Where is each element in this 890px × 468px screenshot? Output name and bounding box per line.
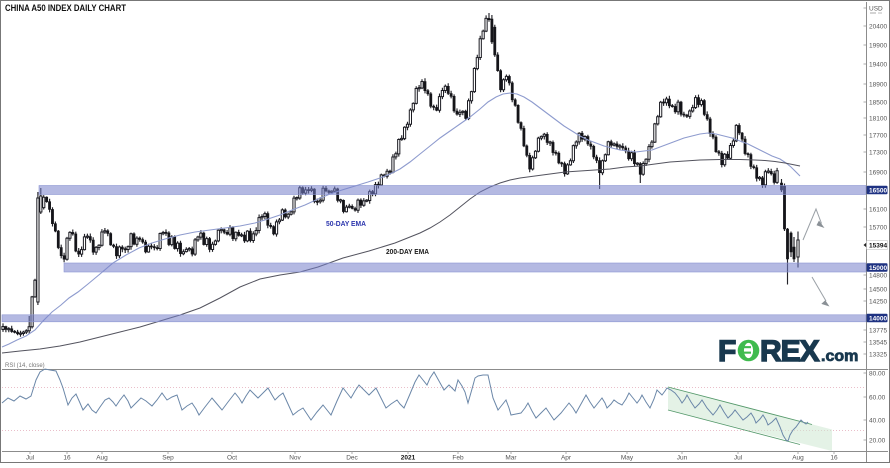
- svg-text:2021: 2021: [401, 455, 416, 462]
- svg-text:18100: 18100: [869, 115, 887, 122]
- svg-text:Sep: Sep: [162, 455, 174, 462]
- svg-text:13775: 13775: [869, 327, 887, 334]
- svg-text:20.00: 20.00: [869, 437, 886, 444]
- svg-text:14800: 14800: [869, 272, 887, 279]
- svg-text:Mar: Mar: [505, 455, 517, 462]
- svg-text:Aug: Aug: [96, 455, 108, 462]
- svg-text:RSI (14, close): RSI (14, close): [5, 363, 45, 369]
- svg-text:13325: 13325: [869, 351, 887, 358]
- svg-text:Aug: Aug: [792, 455, 804, 462]
- svg-text:CHINA A50 INDEX DAILY CHART: CHINA A50 INDEX DAILY CHART: [5, 3, 126, 13]
- svg-text:Jul: Jul: [26, 455, 35, 462]
- svg-text:Apr: Apr: [561, 455, 572, 462]
- svg-text:Oct: Oct: [227, 455, 237, 462]
- svg-text:14000: 14000: [869, 315, 887, 322]
- svg-text:40.00: 40.00: [869, 417, 886, 424]
- svg-text:15000: 15000: [869, 265, 887, 272]
- svg-text:May: May: [621, 455, 634, 462]
- svg-text:20400: 20400: [869, 23, 887, 30]
- svg-text:14250: 14250: [869, 298, 887, 305]
- svg-text:16100: 16100: [869, 206, 887, 213]
- svg-text:16: 16: [830, 455, 838, 462]
- svg-text:80.00: 80.00: [869, 370, 886, 377]
- svg-text:16: 16: [63, 455, 71, 462]
- svg-text:F: F: [718, 335, 737, 368]
- svg-text:REX: REX: [760, 335, 820, 368]
- svg-text:16500: 16500: [869, 187, 887, 194]
- svg-text:15394: 15394: [869, 242, 887, 249]
- svg-text:16900: 16900: [869, 169, 887, 176]
- svg-text:17700: 17700: [869, 132, 887, 139]
- svg-text:18500: 18500: [869, 99, 887, 106]
- svg-text:13545: 13545: [869, 339, 887, 346]
- svg-text:18900: 18900: [869, 81, 887, 88]
- svg-text:.com: .com: [821, 348, 858, 365]
- svg-text:Nov: Nov: [289, 455, 301, 462]
- svg-text:19900: 19900: [869, 42, 887, 49]
- svg-text:Feb: Feb: [452, 455, 464, 462]
- svg-text:19400: 19400: [869, 61, 887, 68]
- svg-text:15700: 15700: [869, 224, 887, 231]
- svg-text:Jun: Jun: [677, 455, 688, 462]
- svg-text:200-DAY EMA: 200-DAY EMA: [386, 247, 430, 256]
- svg-text:60.00: 60.00: [869, 394, 886, 401]
- svg-text:Jul: Jul: [734, 455, 743, 462]
- svg-text:Dec: Dec: [346, 455, 358, 462]
- svg-text:50-DAY EMA: 50-DAY EMA: [326, 219, 367, 228]
- svg-text:USD: USD: [869, 5, 883, 12]
- svg-text:17300: 17300: [869, 149, 887, 156]
- svg-text:14500: 14500: [869, 286, 887, 293]
